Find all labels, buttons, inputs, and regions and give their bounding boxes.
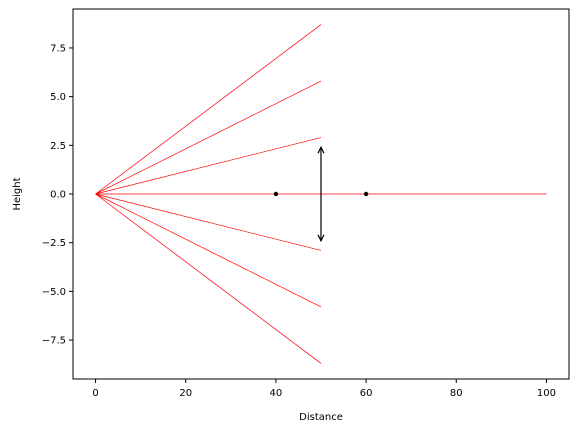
y-tick-label-1: 5.0 [50,92,66,103]
x-axis: 0 20 40 60 80 100 [92,379,556,399]
ray-line-1 [95,24,322,195]
ray-line-7 [95,193,322,364]
y-tick-label-2: 2.5 [50,141,66,152]
lens-arrow-head-top [317,145,325,154]
ray-line-2 [95,80,322,195]
focal-point-1 [273,191,279,197]
ray-line-5 [95,193,322,251]
y-tick-label-6: −7.5 [42,336,66,347]
x-axis-label: Distance [299,412,343,423]
lens-arrow [317,145,325,243]
y-tick-label-3: 0.0 [50,190,66,201]
x-tick-label-5: 100 [537,388,556,399]
x-tick-label-1: 20 [179,388,192,399]
y-tick-label-4: −2.5 [42,238,66,249]
y-axis: 7.5 5.0 2.5 0.0 −2.5 −5.0 −7.5 [42,43,73,347]
y-axis-label: Height [12,177,23,210]
x-tick-label-0: 0 [92,388,98,399]
x-tick-label-4: 80 [450,388,463,399]
ray-line-6 [95,193,322,308]
ray-line-3 [95,137,322,195]
x-tick-label-3: 60 [360,388,373,399]
plot-area [95,24,547,364]
lens-arrow-head-bottom [317,234,325,243]
x-tick-label-2: 40 [270,388,283,399]
y-tick-label-5: −5.0 [42,287,66,298]
y-tick-label-0: 7.5 [50,43,66,54]
focal-point-2 [363,191,369,197]
